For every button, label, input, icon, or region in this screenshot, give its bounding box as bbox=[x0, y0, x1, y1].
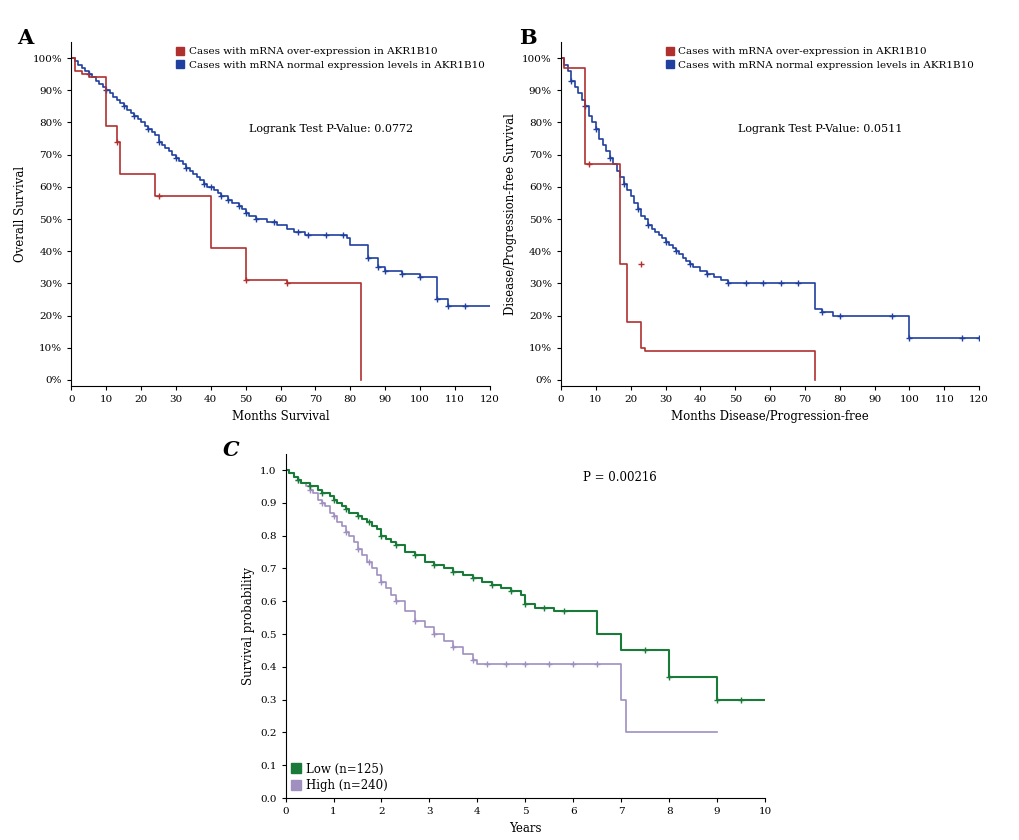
Text: Logrank Test P-Value: 0.0772: Logrank Test P-Value: 0.0772 bbox=[249, 123, 413, 134]
Legend: Cases with mRNA over-expression in AKR1B10, Cases with mRNA normal expression le: Cases with mRNA over-expression in AKR1B… bbox=[665, 47, 973, 70]
X-axis label: Years: Years bbox=[508, 822, 541, 835]
X-axis label: Months Survival: Months Survival bbox=[231, 410, 329, 423]
Text: Logrank Test P-Value: 0.0511: Logrank Test P-Value: 0.0511 bbox=[738, 123, 902, 134]
Text: B: B bbox=[519, 29, 536, 48]
Y-axis label: Overall Survival: Overall Survival bbox=[14, 166, 28, 262]
Y-axis label: Survival probability: Survival probability bbox=[242, 567, 255, 685]
Text: C: C bbox=[223, 440, 239, 459]
Text: P = 0.00216: P = 0.00216 bbox=[582, 471, 656, 484]
Legend: Cases with mRNA over-expression in AKR1B10, Cases with mRNA normal expression le: Cases with mRNA over-expression in AKR1B… bbox=[176, 47, 484, 70]
Text: A: A bbox=[17, 29, 34, 48]
Legend: Low (n=125), High (n=240): Low (n=125), High (n=240) bbox=[291, 763, 387, 792]
X-axis label: Months Disease/Progression-free: Months Disease/Progression-free bbox=[671, 410, 868, 423]
Y-axis label: Disease/Progression-free Survival: Disease/Progression-free Survival bbox=[503, 113, 517, 315]
